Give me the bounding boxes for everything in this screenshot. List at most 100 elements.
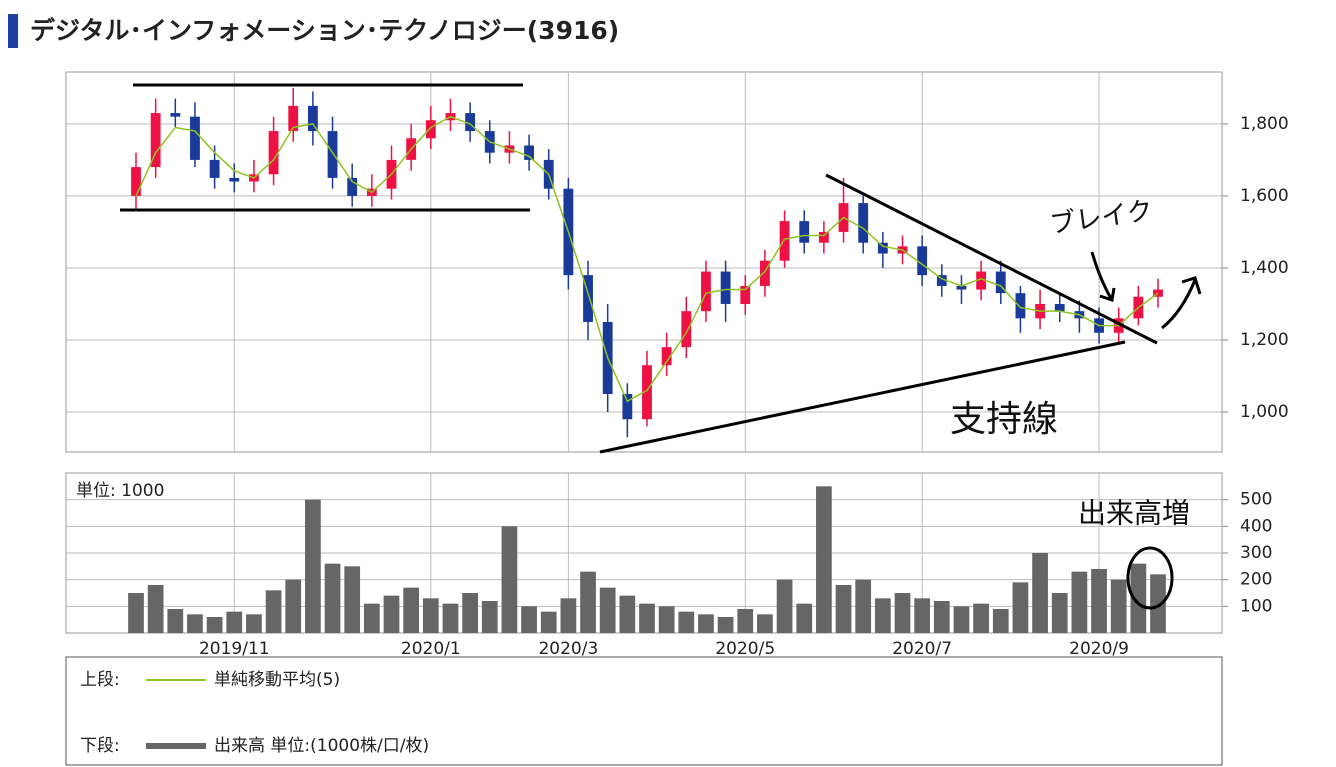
price-frame xyxy=(65,71,1223,453)
candle-body xyxy=(740,285,751,304)
x-tick-label: 2020/3 xyxy=(538,639,598,659)
candle-body xyxy=(190,116,200,160)
volume-bar xyxy=(953,606,970,633)
trend-line xyxy=(825,173,1158,345)
volume-bar xyxy=(226,611,243,633)
legend-entry: 単純移動平均(5) xyxy=(214,670,340,690)
volume-bar xyxy=(717,617,734,633)
candle-body xyxy=(288,105,299,132)
trend-line xyxy=(599,340,1126,454)
y-tick-label: 300 xyxy=(1240,543,1272,563)
y-tick-label: 1,800 xyxy=(1240,114,1289,134)
volume-bar xyxy=(1032,553,1048,633)
candle-body xyxy=(583,275,593,322)
candle-body xyxy=(131,167,141,196)
candle-body xyxy=(917,246,928,276)
candle-body xyxy=(209,159,220,178)
volume-bar xyxy=(422,598,439,633)
y-tick-label: 100 xyxy=(1240,596,1272,616)
volume-bar xyxy=(599,587,616,633)
volume-bar xyxy=(1091,569,1107,633)
volume-bar xyxy=(383,595,400,633)
volume-bar xyxy=(285,579,302,633)
candle-body xyxy=(170,113,181,117)
candle-body xyxy=(425,120,436,139)
candle-body xyxy=(877,242,888,254)
annotation: ブレイク xyxy=(1048,196,1155,240)
candle-body xyxy=(150,113,161,168)
annotation: 出来高増 xyxy=(1078,497,1190,530)
volume-bar xyxy=(855,579,872,633)
volume-bar xyxy=(835,585,852,633)
volume-bar xyxy=(757,614,773,633)
candle-body xyxy=(229,177,240,182)
candle-body xyxy=(642,365,652,420)
volume-bar xyxy=(403,587,420,633)
candle-body xyxy=(995,271,1006,294)
legend-box xyxy=(65,656,1223,766)
candle-body xyxy=(701,271,711,312)
x-tick-label: 2020/7 xyxy=(892,639,952,659)
candle-body xyxy=(760,260,770,286)
volume-bar xyxy=(1110,579,1127,633)
volume-bar xyxy=(147,585,164,633)
volume-bar xyxy=(128,593,144,633)
volume-bar xyxy=(560,598,577,633)
y-tick-label: 1,600 xyxy=(1240,186,1289,206)
volume-bar xyxy=(540,611,557,633)
volume-bar xyxy=(914,598,931,633)
candle-body xyxy=(268,131,279,175)
title-marker xyxy=(8,14,18,48)
volume-bar xyxy=(1130,563,1147,633)
y-tick-label: 1,000 xyxy=(1240,402,1289,422)
volume-bar xyxy=(619,595,636,633)
arrow xyxy=(1161,276,1202,330)
volume-bar xyxy=(1150,574,1166,633)
hand-drawing xyxy=(120,83,1202,610)
x-tick-label: 2020/1 xyxy=(401,639,461,659)
candle-body xyxy=(799,221,810,243)
volume-unit: 単位: 1000 xyxy=(76,481,164,501)
annotation: 支持線 xyxy=(950,399,1058,440)
candle-body xyxy=(818,231,829,243)
x-tick-label: 2019/11 xyxy=(199,639,270,659)
x-tick-label: 2020/9 xyxy=(1069,639,1129,659)
volume-bar xyxy=(698,614,714,633)
candle-body xyxy=(524,145,534,160)
y-tick-label: 1,400 xyxy=(1240,258,1289,278)
volume-bar xyxy=(580,571,596,633)
candle-body xyxy=(858,203,869,243)
chart-title: デジタル･インフォメーション･テクノロジー(3916) xyxy=(30,16,619,45)
volume-bar xyxy=(796,603,813,633)
candle-body xyxy=(956,285,967,290)
volume-bar xyxy=(246,614,262,633)
volume-bar xyxy=(442,603,459,633)
volume-bar xyxy=(894,593,911,633)
candle-body xyxy=(1054,303,1065,312)
volume-bar xyxy=(344,566,361,633)
volume-bar xyxy=(324,563,341,633)
legend-lower-label: 下段: xyxy=(80,736,120,756)
candle-body xyxy=(347,177,358,196)
volume-bar xyxy=(501,526,518,633)
y-tick-label: 200 xyxy=(1240,570,1272,590)
arrow xyxy=(1090,251,1116,302)
candle-body xyxy=(976,271,987,290)
candle-body xyxy=(661,347,672,366)
volume-bar xyxy=(521,606,537,633)
volume-bar xyxy=(658,606,675,633)
y-tick-label: 400 xyxy=(1240,516,1272,536)
volume-bar xyxy=(167,609,184,633)
candle-body xyxy=(720,271,731,304)
volume-bar xyxy=(992,609,1009,633)
volume-bar xyxy=(639,603,655,633)
volume-bar xyxy=(187,614,203,633)
volume-bar xyxy=(481,601,498,633)
volume-bar xyxy=(462,593,478,633)
volume-bar xyxy=(363,603,380,633)
volume-bar xyxy=(305,499,321,633)
volume-bar xyxy=(973,603,989,633)
candle-body xyxy=(327,131,338,178)
volume-bar xyxy=(776,579,793,633)
volume-bar xyxy=(678,611,695,633)
